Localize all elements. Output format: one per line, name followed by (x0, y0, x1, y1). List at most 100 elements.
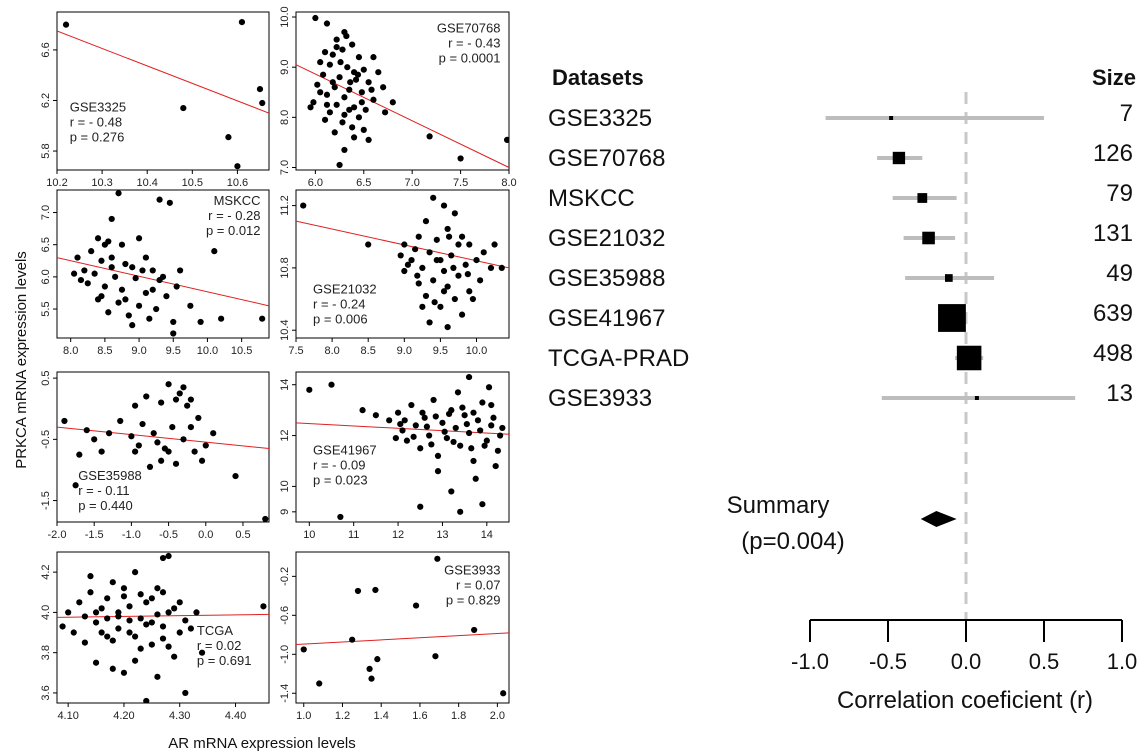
x-tick-label: 0.5 (235, 529, 250, 541)
estimate-marker-gse35988 (944, 274, 953, 282)
data-point (341, 146, 348, 154)
data-point (165, 552, 172, 560)
data-point (451, 210, 458, 217)
x-tick-label: 9.0 (397, 345, 412, 357)
y-tick-label: -0.2 (279, 567, 291, 586)
data-point (470, 457, 477, 465)
data-point (108, 264, 115, 271)
data-point (202, 442, 209, 449)
data-point (404, 261, 412, 268)
data-point (469, 295, 476, 303)
data-point (143, 393, 150, 400)
data-point (366, 665, 373, 673)
panel-p-value: p = 0.012 (206, 223, 261, 238)
data-point (98, 629, 105, 636)
data-point (173, 283, 180, 290)
x-tick-label: 13 (436, 529, 448, 541)
data-point (115, 625, 122, 632)
panel-dataset-label: GSE3933 (444, 563, 500, 578)
x-tick-label: 9.5 (166, 345, 181, 357)
data-point (412, 246, 419, 253)
y-tick-label: 9 (279, 509, 291, 515)
data-point (104, 595, 111, 602)
data-point (74, 254, 81, 261)
data-point (499, 424, 506, 432)
data-point (70, 629, 77, 636)
data-point (399, 427, 406, 434)
x-tick-label: 4.10 (57, 710, 78, 722)
y-tick-label: 6.5 (40, 237, 52, 252)
data-point (333, 36, 340, 43)
y-tick-label: 11.2 (279, 195, 291, 216)
data-point (98, 293, 105, 300)
data-point (503, 136, 509, 144)
data-point (172, 396, 180, 403)
y-tick-label: -1.0 (279, 645, 291, 664)
data-point (448, 252, 455, 259)
data-point (349, 636, 356, 643)
data-point (118, 241, 126, 248)
data-point (83, 427, 90, 434)
data-point (360, 66, 367, 73)
data-point (434, 452, 442, 459)
data-point (139, 420, 146, 428)
scatter-panel-gse35988: -2.0 -1.5 -1.0 -0.5 0.0 0.5 -1.5 -0.5 0.5 GSE3598… (40, 370, 270, 541)
data-point (146, 315, 153, 322)
y-tick-label: 9.0 (279, 60, 291, 75)
data-point (148, 641, 155, 648)
forest-x-tick-label: -1.0 (791, 649, 829, 674)
data-point (76, 599, 83, 606)
data-point (187, 396, 194, 403)
dataset-label-gse41967: GSE41967 (548, 305, 665, 332)
data-point (497, 432, 504, 439)
panel-dataset-label: MSKCC (214, 193, 261, 208)
y-tick-label: 12 (279, 429, 291, 441)
data-point (337, 513, 344, 521)
data-point (132, 275, 139, 282)
data-point (464, 271, 471, 278)
scatter-panel-gse3933: 1.0 1.2 1.4 1.6 1.8 2.0 -1.4 -1.0 -0.6 -0.2 GSE393… (279, 551, 510, 722)
y-tick-label: 5.5 (40, 301, 52, 316)
data-point (176, 267, 184, 274)
data-point (105, 430, 113, 437)
data-point (163, 293, 170, 300)
data-point (408, 257, 415, 264)
data-point (132, 402, 139, 409)
data-point (76, 451, 83, 458)
data-point (439, 419, 446, 426)
data-point (397, 421, 404, 428)
data-point (451, 295, 458, 303)
panel-r-value: r = 0.02 (197, 638, 241, 653)
data-point (491, 241, 498, 248)
y-tick-label: 4.0 (40, 605, 52, 620)
data-point (360, 126, 367, 133)
x-tick-label: 7.5 (288, 345, 303, 357)
x-tick-label: 8.0 (324, 345, 339, 357)
x-tick-label: 10.4 (137, 177, 158, 189)
x-tick-label: 8.5 (361, 345, 376, 357)
panel-dataset-label: GSE3325 (70, 100, 126, 115)
data-point (487, 264, 495, 271)
data-point (432, 653, 439, 660)
data-point (359, 407, 366, 414)
data-point (211, 248, 218, 255)
data-point (437, 303, 444, 310)
data-point (154, 673, 161, 680)
x-tick-label: 10.6 (227, 177, 248, 189)
x-tick-label: 4.20 (113, 710, 134, 722)
data-point (154, 611, 161, 618)
panel-frame (56, 11, 270, 171)
forest-x-tick-label: 1.0 (1107, 649, 1138, 674)
summary-label: Summary (727, 492, 830, 519)
data-point (365, 79, 372, 86)
data-point (488, 401, 495, 409)
data-point (350, 134, 358, 141)
data-point (465, 429, 473, 437)
x-tick-label: 14 (481, 529, 493, 541)
data-point (126, 617, 133, 624)
data-point (365, 241, 372, 248)
panel-dataset-label: TCGA (197, 623, 233, 638)
data-point (477, 277, 484, 284)
data-point (310, 99, 317, 106)
